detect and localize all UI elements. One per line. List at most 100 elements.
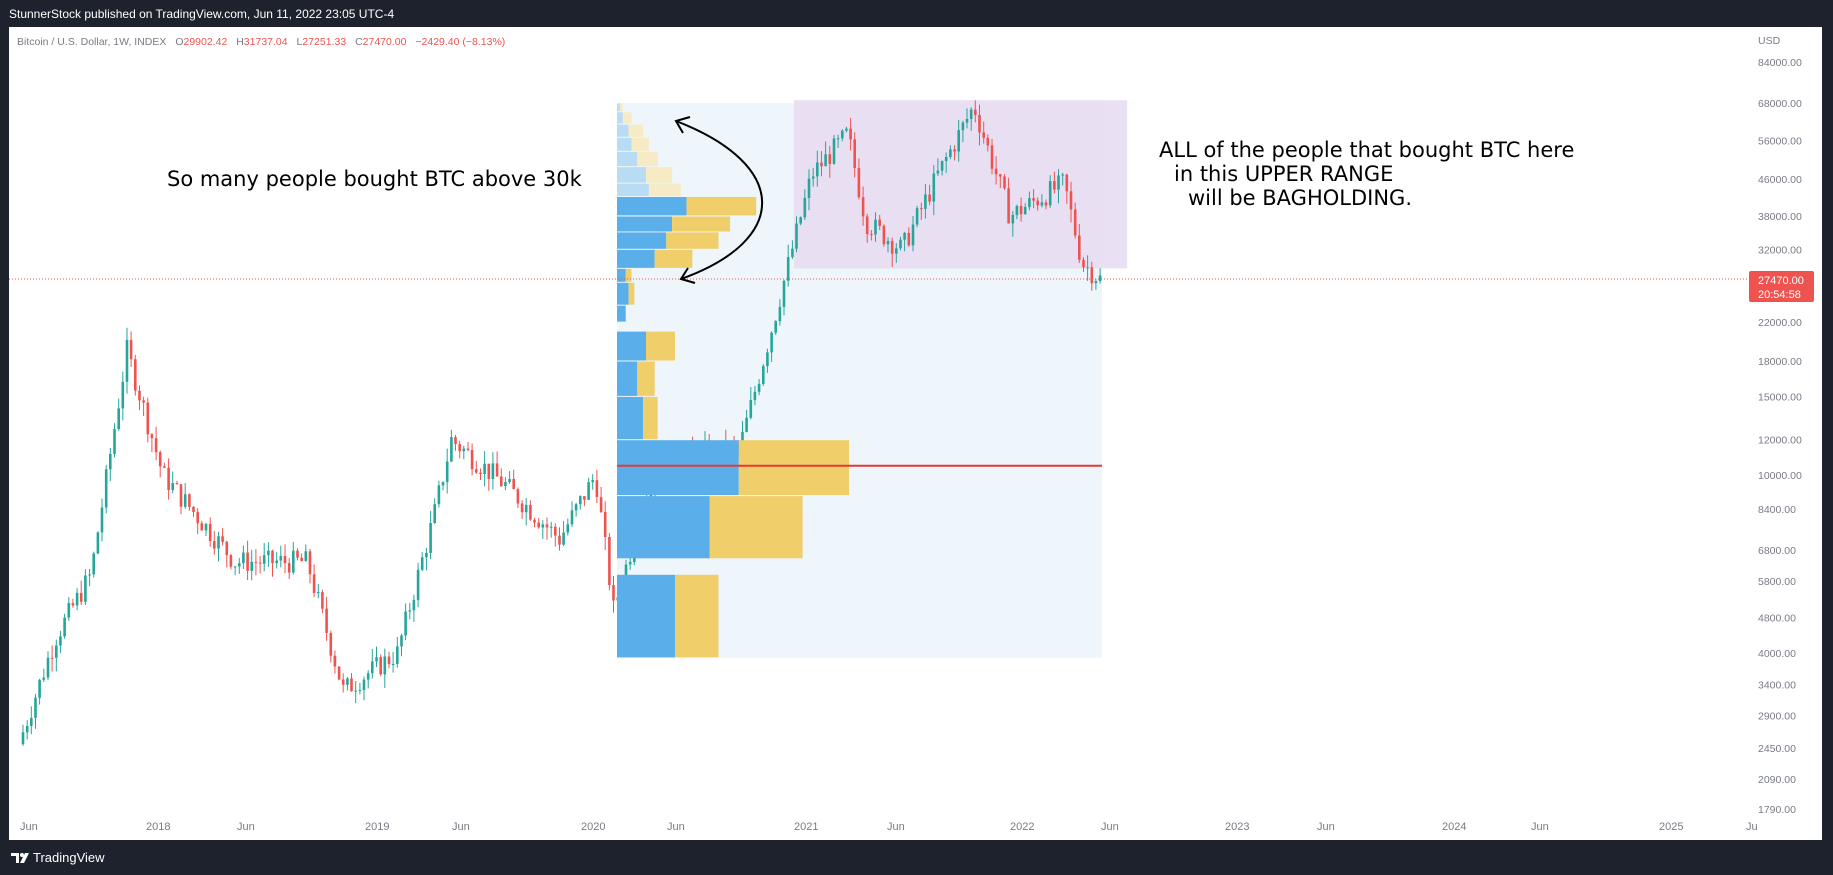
candle-body: [479, 472, 482, 474]
candle-body: [749, 400, 753, 418]
low-label: L: [297, 36, 303, 48]
volume-profile-down-bar: [686, 197, 757, 216]
arrow-curve: [675, 120, 764, 280]
time-tick-label: Jun: [20, 821, 38, 833]
time-tick-label: Jun: [667, 821, 685, 833]
volume-profile-up-bar: [617, 440, 739, 495]
price-tick-label: 2450.00: [1758, 743, 1796, 755]
candle-body: [242, 552, 245, 564]
time-tick-label: 2020: [581, 821, 605, 833]
candle-body: [271, 550, 274, 564]
candle-body: [807, 178, 811, 198]
candle-body: [824, 154, 827, 167]
candle-body: [745, 417, 748, 432]
annotation-right-line1: ALL of the people that bought BTC here: [1159, 138, 1574, 162]
volume-profile-down-bar: [646, 167, 673, 183]
candle-body: [487, 463, 491, 479]
candle-body: [109, 453, 112, 470]
candle-body: [524, 505, 528, 513]
candle-body: [583, 496, 586, 500]
volume-profile-up-bar: [617, 216, 673, 232]
time-tick-label: Jun: [1101, 821, 1119, 833]
candle-body: [874, 219, 877, 235]
candle-body: [425, 552, 428, 558]
candle-body: [366, 673, 370, 680]
price-tick-label: 18000.00: [1758, 356, 1802, 368]
candle-body: [870, 234, 873, 236]
candle-body: [354, 690, 357, 692]
candle-body: [774, 321, 777, 333]
volume-profile-down-bar: [622, 112, 632, 124]
candle-body: [1003, 176, 1006, 189]
upper-range-box: [793, 100, 1128, 269]
tradingview-brand[interactable]: TradingView: [33, 850, 105, 865]
candle-body: [961, 122, 965, 131]
candle-body: [171, 483, 174, 490]
volume-profile-down-bar: [637, 151, 658, 167]
candle-body: [1061, 174, 1064, 176]
volume-profile-up-bar: [617, 361, 638, 396]
candle-body: [225, 541, 229, 556]
volume-profile-up-bar: [617, 496, 710, 559]
candle-body: [59, 636, 62, 646]
candle-body: [337, 666, 341, 680]
candle-body: [762, 366, 765, 384]
price-tick-label: 68000.00: [1758, 98, 1802, 110]
candle-body: [458, 444, 461, 452]
candle-body: [454, 437, 457, 445]
volume-profile-up-bar: [617, 249, 655, 268]
candle-body: [1073, 209, 1077, 236]
volume-profile-down-bar: [675, 574, 719, 658]
arrow-head-bottom: [679, 267, 696, 284]
candle-body: [828, 154, 832, 164]
candle-body: [836, 138, 840, 140]
candle-body: [92, 553, 95, 575]
candle-body: [566, 524, 570, 533]
candle-body: [50, 657, 54, 659]
time-axis-ticks: Jun 2018 Jun 2019 Jun 2020 Jun 2021 Jun 2022 Jun 20…: [20, 821, 1758, 833]
candle-body: [34, 697, 37, 718]
candle-body: [113, 429, 116, 454]
candle-body: [832, 138, 836, 164]
volume-profile-down-bar: [709, 496, 803, 559]
candle-body: [67, 603, 71, 618]
candle-body: [138, 390, 141, 401]
volume-profile-down-bar: [666, 232, 719, 249]
candle-body: [371, 661, 374, 674]
candle-body: [296, 550, 299, 558]
candle-body: [383, 656, 387, 675]
candle-body: [412, 599, 416, 611]
candle-body: [741, 431, 744, 447]
close-value: 27470.00: [363, 36, 407, 48]
time-tick-label: 2019: [365, 821, 389, 833]
candle-body: [475, 469, 478, 473]
candle-body: [865, 216, 869, 235]
candle-body: [150, 434, 154, 439]
volume-profile-up-bar: [617, 331, 646, 361]
candle-body: [1053, 181, 1056, 190]
volume-profile-down-bar: [646, 331, 675, 361]
candle-body: [907, 232, 911, 246]
candle-body: [55, 645, 58, 658]
volume-profile-up-bar: [617, 124, 629, 137]
candle-body: [325, 608, 328, 633]
candle-body: [845, 128, 848, 131]
candle-body: [508, 479, 511, 482]
candle-body: [470, 450, 474, 470]
candle-body: [903, 232, 906, 240]
candle-body: [1044, 202, 1048, 206]
volume-profile-down-bar: [625, 268, 632, 282]
candle-body: [603, 511, 607, 537]
candle-body: [799, 217, 802, 224]
candle-body: [861, 197, 865, 217]
candle-body: [516, 489, 520, 504]
candle-body: [974, 109, 977, 115]
open-value: 29902.42: [183, 36, 227, 48]
price-tick-label: 12000.00: [1758, 435, 1802, 447]
candle-body: [533, 519, 536, 523]
candle-body: [350, 678, 353, 692]
tradingview-logo-icon[interactable]: [10, 851, 32, 865]
candle-body: [134, 359, 137, 391]
candle-body: [890, 240, 894, 254]
